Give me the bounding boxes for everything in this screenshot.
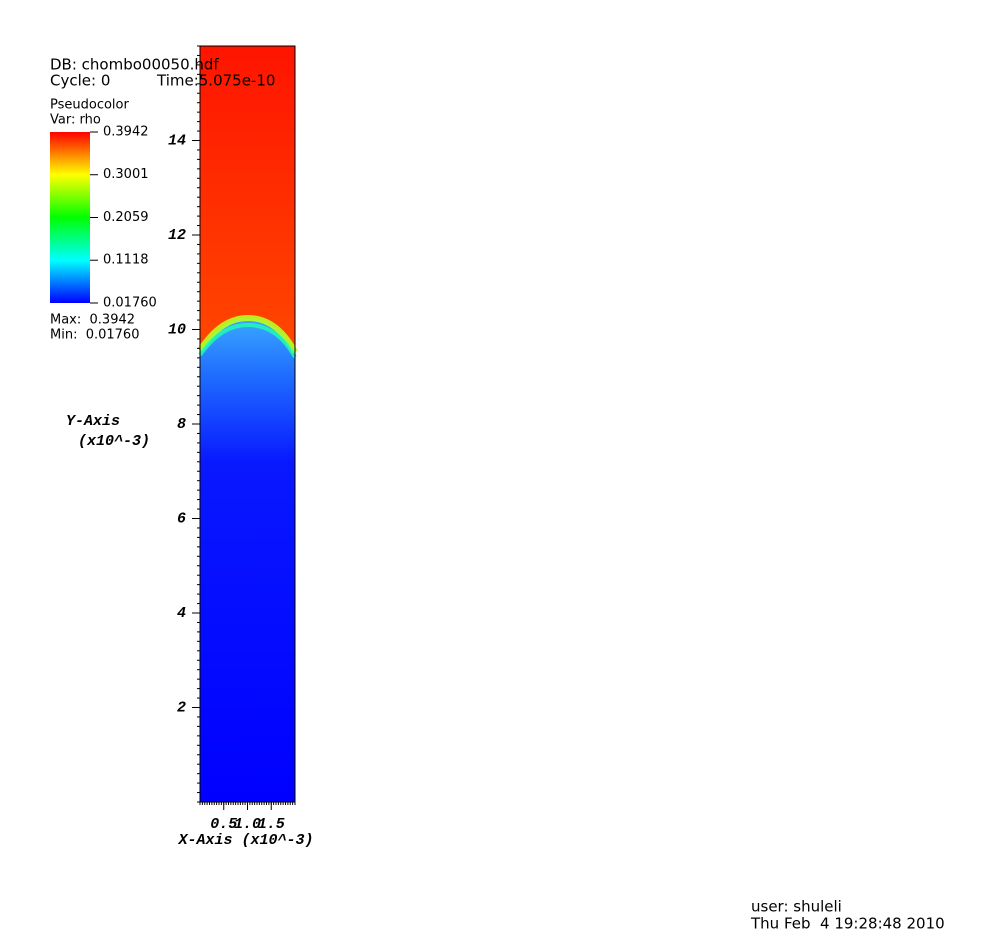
y-tick-label: 4 (177, 605, 186, 622)
user-label: user: shuleli (751, 898, 842, 916)
y-tick-label: 14 (168, 132, 186, 149)
colorbar-tick-label: 0.2059 (103, 210, 149, 225)
color-bar (50, 132, 90, 303)
interface (197, 314, 298, 354)
field-lower (200, 318, 295, 802)
colorbar-tick-label: 0.1118 (103, 253, 149, 268)
y-tick-label: 2 (177, 699, 186, 716)
y-tick-label: 10 (168, 321, 186, 338)
min-label: Min: 0.01760 (50, 328, 139, 343)
y-axis-unit: (x10^-3) (78, 433, 150, 450)
field (197, 45, 298, 803)
colorbar-tick-label: 0.3942 (103, 125, 149, 140)
y-axis-title: Y-Axis (66, 413, 120, 430)
date-label: Thu Feb 4 19:28:48 2010 (750, 915, 945, 933)
x-tick-label: 0.5 (210, 816, 237, 833)
colorbar-tick-label: 0.01760 (103, 296, 157, 311)
db-label: DB: chombo00050.hdf (50, 56, 219, 74)
x-axis-title: X-Axis (x10^-3) (177, 832, 313, 849)
y-tick-label: 6 (177, 510, 186, 527)
x-tick-label: 1.0 (234, 816, 261, 833)
y-tick-label: 12 (168, 227, 186, 244)
time-label: Time:5.075e-10 (156, 72, 275, 90)
max-label: Max: 0.3942 (50, 313, 135, 328)
var-label: Var: rho (50, 113, 101, 128)
x-tick-label: 1.5 (258, 816, 285, 833)
colorbar-tick-label: 0.3001 (103, 167, 149, 182)
interface-inner (198, 322, 297, 359)
y-tick-label: 8 (177, 416, 186, 433)
cycle-label: Cycle: 0 (50, 72, 110, 90)
plot-type: Pseudocolor (50, 98, 129, 113)
